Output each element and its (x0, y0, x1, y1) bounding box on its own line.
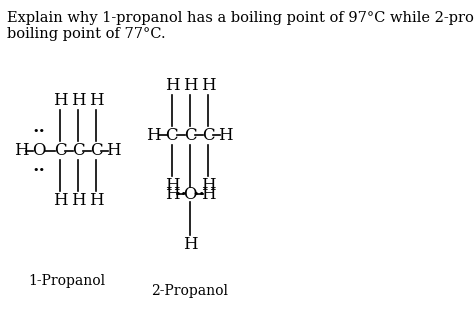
Text: Explain why 1-propanol has a boiling point of 97°C while 2-propanol has a
boilin: Explain why 1-propanol has a boiling poi… (7, 11, 474, 41)
Text: H: H (164, 186, 179, 203)
Text: H: H (164, 77, 179, 94)
Text: H: H (53, 192, 67, 209)
Text: C: C (54, 142, 66, 159)
Text: ••: •• (33, 165, 46, 175)
Text: ••: •• (193, 189, 206, 199)
Text: ••: •• (174, 189, 187, 199)
Text: O: O (183, 186, 197, 203)
Text: H: H (146, 127, 161, 144)
Text: H: H (89, 93, 104, 110)
Text: H: H (218, 127, 232, 144)
Text: H: H (14, 142, 28, 159)
Text: H: H (182, 236, 197, 253)
Text: H: H (201, 176, 216, 193)
Text: H: H (53, 93, 67, 110)
Text: C: C (165, 127, 178, 144)
Text: C: C (90, 142, 103, 159)
Text: H: H (182, 77, 197, 94)
Text: H: H (201, 186, 216, 203)
Text: H: H (71, 93, 86, 110)
Text: ••: •• (33, 127, 46, 137)
Text: H: H (106, 142, 120, 159)
Text: 2-Propanol: 2-Propanol (152, 284, 228, 298)
Text: H: H (71, 192, 86, 209)
Text: C: C (202, 127, 215, 144)
Text: H: H (89, 192, 104, 209)
Text: C: C (184, 127, 196, 144)
Text: C: C (72, 142, 84, 159)
Text: 1-Propanol: 1-Propanol (28, 274, 106, 289)
Text: H: H (201, 77, 216, 94)
Text: H: H (164, 176, 179, 193)
Text: O: O (32, 142, 46, 159)
